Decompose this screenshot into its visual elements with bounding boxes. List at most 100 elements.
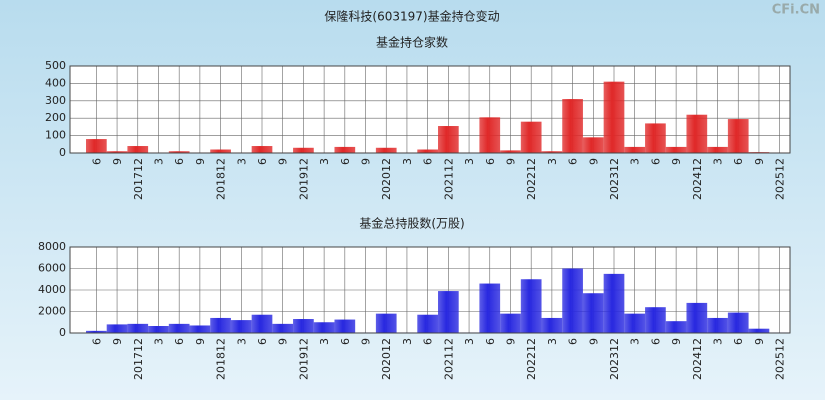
- x-tick-label: 9: [504, 338, 517, 345]
- x-tick-label: 3: [318, 158, 331, 165]
- bar: [562, 268, 583, 333]
- bar: [168, 151, 190, 153]
- bar: [603, 81, 625, 153]
- x-tick-label: 202512: [774, 158, 787, 200]
- plot-area: [69, 65, 791, 154]
- x-tick-label: 202012: [380, 158, 393, 200]
- x-tick-label: 3: [546, 338, 559, 345]
- bar: [500, 150, 521, 153]
- x-tick-label: 6: [256, 338, 269, 345]
- bar: [479, 117, 501, 153]
- x-tick-label: 6: [732, 338, 745, 345]
- x-tick-label: 202512: [774, 338, 787, 380]
- bar: [106, 324, 128, 333]
- bar: [686, 302, 708, 333]
- x-tick-label: 6: [339, 158, 352, 165]
- x-tick-label: 9: [587, 158, 600, 165]
- x-tick-label: 9: [670, 158, 683, 165]
- x-tick-label: 3: [463, 338, 476, 345]
- x-tick-label: 6: [173, 158, 186, 165]
- x-tick-label: 6: [484, 158, 497, 165]
- x-tick-label: 202412: [691, 338, 704, 380]
- bar: [127, 323, 149, 333]
- bar: [127, 146, 149, 153]
- x-tick-label: 3: [152, 158, 165, 165]
- bar: [727, 119, 749, 153]
- x-tick-label: 9: [670, 338, 683, 345]
- x-tick-label: 202312: [608, 338, 621, 380]
- bar: [541, 317, 563, 333]
- bar: [230, 320, 252, 333]
- bar: [313, 322, 335, 333]
- x-tick-label: 9: [753, 338, 766, 345]
- x-tick-label: 6: [422, 338, 435, 345]
- plot-border: [69, 246, 791, 334]
- x-tick-label: 3: [712, 158, 725, 165]
- x-tick-label: 6: [732, 158, 745, 165]
- x-tick-label: 3: [629, 338, 642, 345]
- x-tick-label: 9: [194, 338, 207, 345]
- bar: [500, 313, 521, 333]
- x-tick-label: 201712: [132, 158, 145, 200]
- x-tick-label: 6: [484, 338, 497, 345]
- x-tick-label: 202012: [380, 338, 393, 380]
- bar: [251, 146, 273, 153]
- x-tick-label: 3: [629, 158, 642, 165]
- bar: [148, 326, 169, 333]
- bar: [645, 307, 666, 333]
- bar: [603, 273, 625, 333]
- y-tick-label: 0: [59, 146, 66, 159]
- y-tick-label: 500: [45, 59, 66, 72]
- bar: [375, 147, 397, 153]
- bar: [334, 146, 356, 153]
- bar: [168, 323, 190, 333]
- y-tick-label: 8000: [38, 240, 66, 253]
- bar: [582, 293, 604, 333]
- x-tick-label: 6: [339, 338, 352, 345]
- bar: [86, 330, 107, 333]
- bar: [707, 146, 728, 153]
- x-tick-label: 202212: [525, 158, 538, 200]
- x-tick-label: 201812: [215, 158, 228, 200]
- x-tick-label: 202112: [442, 338, 455, 380]
- y-tick-label: 6000: [38, 262, 66, 275]
- x-tick-label: 6: [173, 338, 186, 345]
- bar: [520, 279, 542, 333]
- chart-title: 基金持仓家数: [376, 35, 448, 50]
- x-tick-label: 3: [401, 158, 414, 165]
- bar: [624, 146, 646, 153]
- bar: [438, 126, 459, 153]
- x-tick-label: 3: [712, 338, 725, 345]
- chart-title: 基金总持股数(万股): [359, 216, 464, 231]
- x-tick-label: 6: [90, 338, 103, 345]
- y-tick-label: 2000: [38, 305, 66, 318]
- x-tick-label: 3: [235, 338, 248, 345]
- bar: [189, 325, 211, 333]
- x-tick-label: 9: [504, 158, 517, 165]
- x-tick-label: 3: [318, 338, 331, 345]
- x-tick-label: 9: [360, 338, 373, 345]
- x-tick-label: 6: [567, 158, 580, 165]
- x-tick-label: 9: [277, 338, 290, 345]
- x-tick-label: 3: [463, 158, 476, 165]
- bar: [707, 317, 728, 333]
- x-tick-label: 6: [649, 338, 662, 345]
- x-tick-label: 3: [152, 338, 165, 345]
- x-tick-label: 6: [90, 158, 103, 165]
- x-tick-label: 201812: [215, 338, 228, 380]
- bar: [748, 328, 770, 333]
- x-tick-label: 9: [360, 158, 373, 165]
- x-tick-label: 6: [256, 158, 269, 165]
- x-tick-label: 9: [111, 338, 124, 345]
- x-tick-label: 202212: [525, 338, 538, 380]
- y-tick-label: 200: [45, 111, 66, 124]
- bar: [686, 114, 708, 153]
- bar: [375, 313, 397, 333]
- page-title: 保隆科技(603197)基金持仓变动: [324, 9, 499, 24]
- watermark: CFi.CN: [772, 3, 820, 18]
- x-tick-label: 6: [422, 158, 435, 165]
- bar: [417, 314, 438, 333]
- bar: [665, 146, 687, 153]
- bar: [541, 151, 563, 153]
- bar: [624, 313, 646, 333]
